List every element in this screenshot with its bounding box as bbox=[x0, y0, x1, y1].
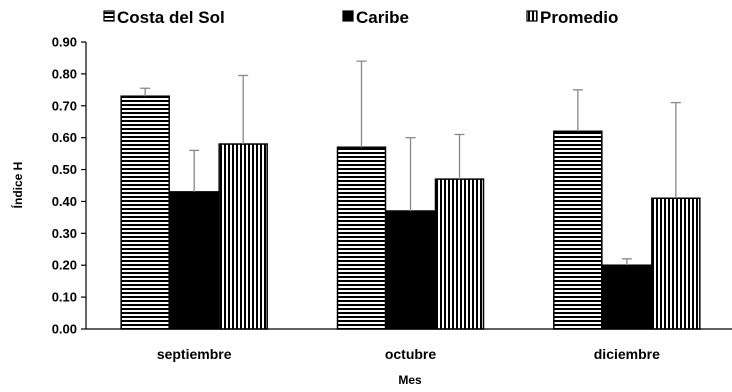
bar-costa-del-sol-octubre bbox=[336, 146, 387, 330]
y-tick-label: 0.60 bbox=[52, 130, 77, 145]
y-tick-label: 0.70 bbox=[52, 98, 77, 113]
x-category-label: octubre bbox=[385, 346, 437, 362]
y-axis-ticks: 0.00 0.10 0.20 0.30 0.40 0.50 0.60 0.70 0.80 0.90 bbox=[52, 35, 86, 337]
y-tick-label: 0.90 bbox=[52, 35, 77, 50]
y-tick-label: 0.10 bbox=[52, 290, 77, 305]
bar-promedio-septiembre bbox=[218, 143, 268, 330]
x-axis-categories: septiembre octubre diciembre bbox=[157, 346, 660, 362]
legend-label: Costa del Sol bbox=[117, 8, 225, 27]
y-tick-label: 0.00 bbox=[52, 322, 77, 337]
x-category-label: diciembre bbox=[594, 346, 660, 362]
legend-swatch-promedio bbox=[526, 10, 538, 22]
y-tick-label: 0.50 bbox=[52, 162, 77, 177]
x-axis-title: Mes bbox=[398, 373, 422, 387]
legend-label: Caribe bbox=[356, 8, 409, 27]
legend: Costa del Sol Caribe Promedio bbox=[103, 8, 618, 27]
y-axis-title: Índice H bbox=[10, 162, 25, 209]
bar-costa-del-sol-septiembre bbox=[120, 95, 170, 330]
bar-costa-del-sol-diciembre bbox=[553, 130, 603, 330]
y-tick-label: 0.80 bbox=[52, 66, 77, 81]
legend-swatch-costa-del-sol bbox=[103, 10, 115, 22]
bar-caribe-octubre bbox=[385, 210, 436, 330]
y-tick-label: 0.20 bbox=[52, 258, 77, 273]
x-category-label: septiembre bbox=[157, 346, 232, 362]
bar-promedio-diciembre bbox=[651, 197, 701, 330]
y-tick-label: 0.40 bbox=[52, 194, 77, 209]
bar-caribe-diciembre bbox=[602, 264, 652, 330]
y-tick-label: 0.30 bbox=[52, 226, 77, 241]
bar-promedio-octubre bbox=[434, 178, 485, 330]
legend-swatch-caribe bbox=[342, 10, 354, 22]
legend-label: Promedio bbox=[540, 8, 618, 27]
bars bbox=[120, 95, 701, 330]
bar-caribe-septiembre bbox=[169, 191, 219, 330]
error-bars bbox=[140, 60, 681, 266]
